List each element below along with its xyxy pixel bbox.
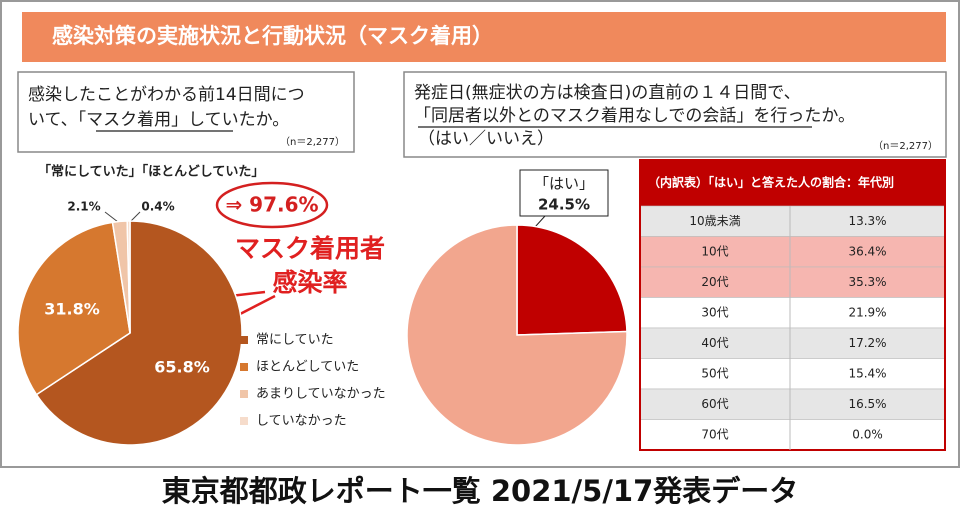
table-cell: 40代 — [701, 336, 728, 350]
legend-label: していなかった — [256, 414, 347, 429]
legend-label: 常にしていた — [256, 333, 334, 348]
title-banner — [22, 12, 946, 62]
table-cell: 35.3% — [848, 275, 886, 289]
table-cell: 0.0% — [852, 427, 883, 441]
table-cell: 16.5% — [848, 397, 886, 411]
table-cell: 15.4% — [848, 366, 886, 380]
table-header — [640, 160, 945, 206]
value-label: 0.4% — [141, 200, 174, 214]
sample-note: （n＝2,277） — [280, 136, 345, 148]
annotation: 「常にしていた」「ほとんどしていた」 — [38, 164, 264, 180]
pie-slice — [406, 224, 628, 446]
table-border — [639, 159, 946, 451]
legend-swatch — [240, 363, 248, 371]
label-box — [519, 169, 609, 217]
value-label: 31.8% — [44, 300, 100, 319]
table-row — [639, 236, 946, 268]
legend-swatch — [240, 336, 248, 344]
table-cell: 30代 — [701, 305, 728, 319]
table-cell: 50代 — [701, 366, 728, 380]
question-line: いて、「マスク着用」していたか。 — [28, 110, 289, 130]
table-row — [639, 388, 946, 420]
legend-label: ほとんどしていた — [256, 360, 359, 375]
table-row — [639, 358, 946, 390]
table-cell: 13.3% — [848, 214, 886, 228]
table-row — [639, 327, 946, 359]
pie-slice — [516, 224, 628, 336]
table-cell: 20代 — [701, 275, 728, 289]
annotation: ⇒ 97.6% — [225, 193, 318, 217]
legend-swatch — [240, 390, 248, 398]
legend-label: あまりしていなかった — [256, 387, 386, 402]
question-line: 発症日(無症状の方は検査日)の直前の１４日間で、 — [414, 83, 801, 103]
legend-swatch — [240, 417, 248, 425]
table-cell: 70代 — [701, 427, 728, 441]
highlight-ellipse — [215, 181, 329, 229]
annotation: マスク着用者 — [235, 234, 385, 263]
table-row — [639, 205, 946, 237]
table-title: （内訳表）「はい」と答えた人の割合：年代別 — [648, 175, 894, 190]
leader-line — [104, 211, 119, 223]
table-cell: 21.9% — [848, 305, 886, 319]
table: （内訳表）「はい」と答えた人の割合：年代別 10歳未満 13.3% 10代 36.4% 2… — [639, 159, 946, 451]
question-box — [17, 71, 355, 153]
title: 感染対策の実施状況と行動状況（マスク着用） — [52, 24, 493, 48]
sample-note: （n＝2,277） — [873, 140, 938, 152]
pie-slice — [126, 220, 131, 334]
pie-slice — [35, 220, 243, 446]
table-cell: 17.2% — [848, 336, 886, 350]
annotation: 感染率 — [272, 268, 347, 297]
question-line: 「同居者以外とのマスク着用なしでの会話」を行ったか。 — [414, 106, 855, 126]
question-box — [403, 71, 947, 158]
table-row — [639, 266, 946, 298]
value-label: 65.8% — [154, 358, 210, 377]
table-cell: 10代 — [701, 244, 728, 258]
pie-slice — [17, 221, 131, 396]
value-label: 2.1% — [67, 200, 100, 214]
table-cell: 36.4% — [848, 244, 886, 258]
question-line: 感染したことがわかる前14日間につ — [28, 85, 305, 105]
value-label: 24.5% — [538, 196, 590, 214]
table-cell: 60代 — [701, 397, 728, 411]
footer: 東京都都政レポート一覧 2021/5/17発表データ — [162, 474, 799, 508]
table-cell: 10歳未満 — [689, 214, 740, 228]
table-row — [639, 297, 946, 329]
question-line: （はい／いいえ） — [418, 129, 554, 149]
table-row — [639, 419, 946, 451]
category-label: 「はい」 — [534, 175, 594, 193]
